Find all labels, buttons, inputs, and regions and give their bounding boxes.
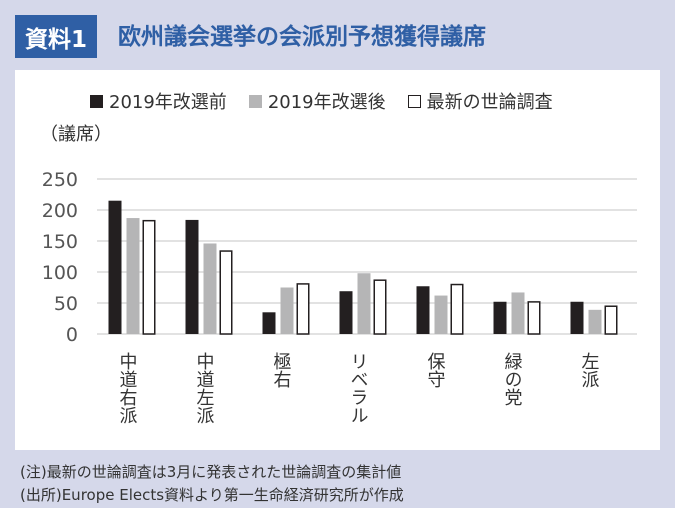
bar bbox=[450, 283, 464, 335]
x-tick-label: 左派 bbox=[579, 352, 600, 388]
legend-swatch bbox=[90, 94, 103, 108]
bar bbox=[262, 312, 276, 334]
bar bbox=[185, 219, 199, 334]
bar bbox=[434, 295, 448, 334]
legend: 2019年改選前 2019年改選後 最新の世論調査 bbox=[90, 88, 553, 114]
bar bbox=[296, 283, 310, 335]
x-tick-label: 緑の党 bbox=[502, 352, 523, 406]
figure-badge: 資料1 bbox=[15, 15, 97, 58]
bar bbox=[511, 292, 525, 334]
legend-swatch bbox=[248, 94, 262, 108]
bar bbox=[357, 273, 371, 334]
bar bbox=[280, 287, 294, 334]
legend-label: 2019年改選前 bbox=[109, 92, 227, 113]
x-tick-label: 極右 bbox=[271, 352, 292, 388]
legend-item: 2019年改選後 bbox=[248, 88, 386, 114]
bar bbox=[604, 305, 618, 335]
x-tick-label: リベラル bbox=[348, 352, 369, 424]
y-tick-label: 150 bbox=[42, 231, 78, 253]
bar bbox=[142, 219, 156, 335]
bar bbox=[108, 200, 122, 334]
footnote-note: (注)最新の世論調査は3月に発表された世論調査の集計値 bbox=[20, 463, 402, 481]
bar bbox=[339, 291, 353, 334]
y-tick-label: 250 bbox=[42, 169, 78, 191]
chart-panel bbox=[15, 70, 660, 450]
bar bbox=[416, 286, 430, 334]
x-tick-label: 中道左派 bbox=[194, 352, 215, 424]
y-tick-label: 100 bbox=[42, 262, 78, 284]
y-tick-label: 0 bbox=[66, 324, 78, 346]
legend-item: 2019年改選前 bbox=[90, 88, 227, 114]
bar bbox=[203, 243, 217, 334]
y-tick-label: 200 bbox=[42, 200, 78, 222]
y-tick-label: 50 bbox=[54, 293, 78, 315]
footnote-source: (出所)Europe Elects資料より第一生命経済研究所が作成 bbox=[20, 486, 404, 504]
bar bbox=[527, 301, 541, 335]
bar bbox=[126, 218, 140, 334]
bar bbox=[570, 301, 584, 334]
bar bbox=[588, 309, 602, 334]
bar bbox=[493, 301, 507, 334]
bar bbox=[219, 250, 233, 335]
legend-label: 2019年改選後 bbox=[267, 92, 386, 113]
x-tick-label: 中道右派 bbox=[117, 352, 138, 424]
legend-label: 最新の世論調査 bbox=[426, 92, 553, 113]
legend-swatch bbox=[407, 94, 421, 108]
bar bbox=[373, 279, 387, 335]
page-title: 欧州議会選挙の会派別予想獲得議席 bbox=[118, 24, 486, 50]
legend-item: 最新の世論調査 bbox=[407, 88, 553, 114]
y-axis-label: （議席） bbox=[40, 124, 112, 145]
x-tick-label: 保守 bbox=[425, 352, 446, 388]
